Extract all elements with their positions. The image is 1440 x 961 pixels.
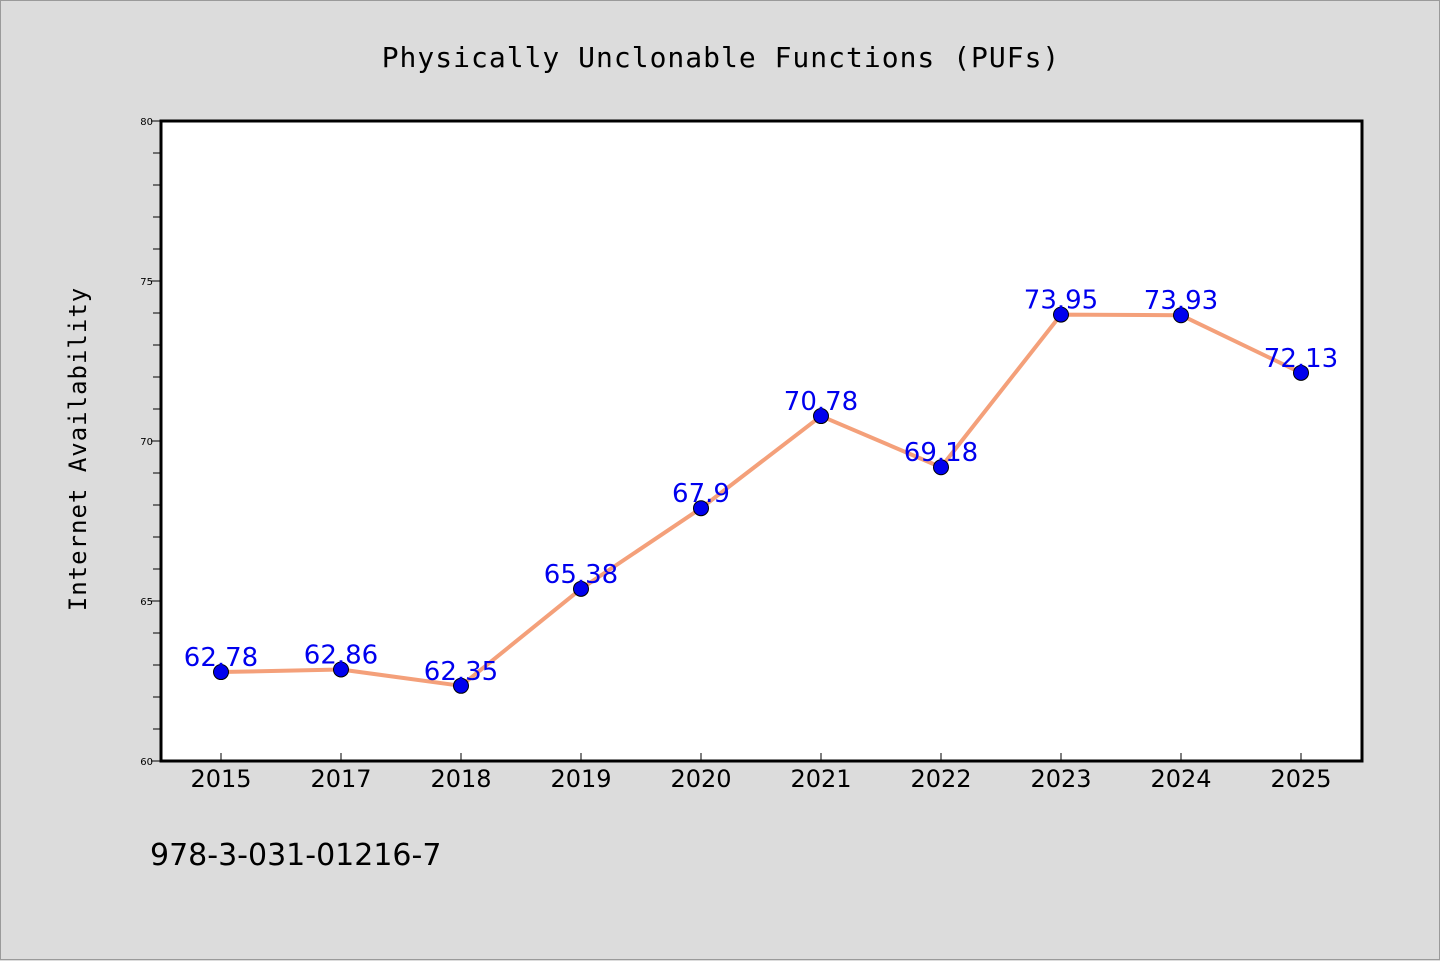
data-point	[1053, 306, 1069, 323]
data-point	[693, 500, 709, 517]
y-tick-label: 60	[140, 757, 153, 768]
y-tick-label: 75	[140, 277, 153, 288]
y-tick-label: 80	[140, 117, 153, 128]
data-point	[453, 677, 469, 694]
data-label: 67.9	[672, 479, 730, 509]
data-point	[333, 661, 349, 678]
data-label: 62.86	[304, 640, 378, 670]
x-tick-label: 2024	[1150, 765, 1211, 793]
data-point	[213, 664, 229, 681]
series-line	[220, 312, 1302, 688]
x-tick-label: 2017	[310, 765, 371, 793]
series-layer: 62.78 62.86 62.35 65.38 67.9 70.78 69.18 73.95 7…	[184, 286, 1338, 694]
x-axis: 2015 2017 2018 2019 2020 2021 2022 2023 2024 2025	[190, 753, 1332, 793]
x-tick-label: 2023	[1030, 765, 1091, 793]
x-tick-label: 2025	[1270, 765, 1331, 793]
y-tick-label: 65	[140, 597, 153, 608]
x-tick-label: 2020	[670, 765, 731, 793]
data-label: 72.13	[1264, 344, 1338, 374]
data-label: 69.18	[904, 438, 978, 468]
data-label: 62.78	[184, 643, 258, 673]
x-tick-label: 2015	[190, 765, 251, 793]
data-point	[933, 459, 949, 476]
y-tick-label: 70	[140, 437, 153, 448]
data-label: 73.93	[1144, 286, 1218, 316]
x-tick-label: 2021	[790, 765, 851, 793]
plot-frame	[159, 119, 1364, 763]
data-label: 73.95	[1024, 286, 1098, 316]
chart-title: Physically Unclonable Functions (PUFs)	[382, 41, 1061, 74]
data-point	[1173, 307, 1189, 324]
x-tick-label: 2022	[910, 765, 971, 793]
footnote-isbn: 978-3-031-01216-7	[150, 838, 441, 873]
data-point	[813, 408, 829, 425]
x-tick-label: 2019	[550, 765, 611, 793]
data-label: 70.78	[784, 387, 858, 417]
y-axis: 60 65 70 75 80	[140, 117, 161, 768]
data-point	[573, 580, 589, 597]
data-label: 65.38	[544, 560, 618, 590]
x-tick-label: 2018	[430, 765, 491, 793]
y-axis-label: Internet Availability	[64, 287, 92, 611]
plot-area	[161, 121, 1362, 761]
data-label: 62.35	[424, 657, 498, 687]
data-point	[1293, 364, 1309, 381]
